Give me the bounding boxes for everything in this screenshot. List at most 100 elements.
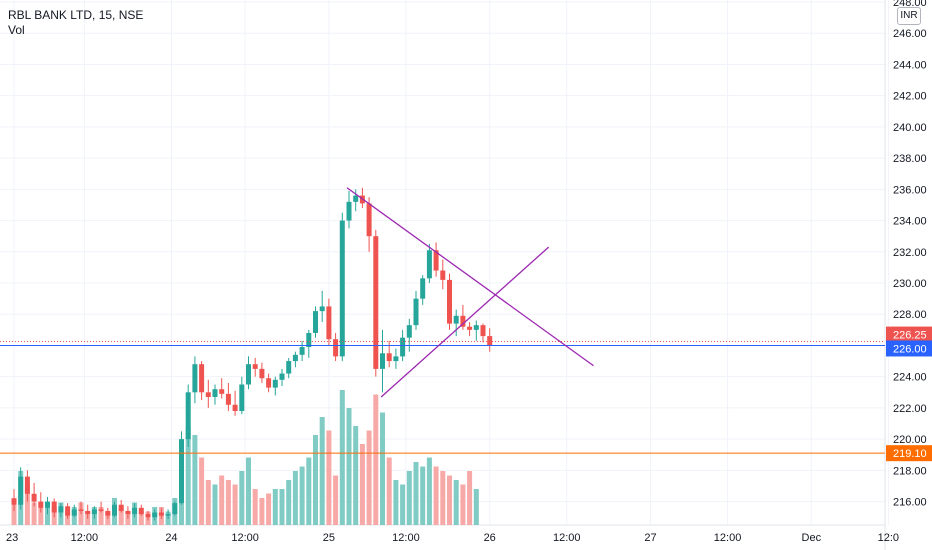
candle-body <box>18 476 24 505</box>
time-axis[interactable]: 23 12:00 24 12:00 25 12:00 26 12:00 27 12:00 Dec 12… <box>6 532 899 544</box>
volume-bar <box>426 457 432 525</box>
volume-bar <box>272 489 278 525</box>
candle-body <box>246 364 251 385</box>
candle-body <box>266 378 272 388</box>
x-tick-label: 12:00 <box>231 532 259 544</box>
y-tick-label: 222.00 <box>893 403 927 415</box>
candle-body <box>239 384 245 412</box>
x-tick-label: 24 <box>165 532 177 544</box>
candle-body <box>386 353 392 362</box>
volume-bar <box>239 471 245 525</box>
candle-body <box>45 501 50 508</box>
volume-bar <box>232 484 238 525</box>
price-lines <box>0 341 885 454</box>
candle-body <box>299 347 305 355</box>
price-badge-label: 219.10 <box>893 448 927 460</box>
volume-bar <box>38 507 44 525</box>
volume-bar <box>413 462 419 525</box>
candle-body <box>440 270 446 280</box>
candle-body <box>78 509 84 511</box>
volume-bar <box>380 412 385 525</box>
candle-body <box>279 373 285 380</box>
candle-body <box>453 315 459 324</box>
y-tick-label: 238.00 <box>893 153 927 165</box>
candle-body <box>138 507 144 515</box>
x-tick-label: 26 <box>484 532 496 544</box>
candle-body <box>219 389 225 394</box>
candle-body <box>487 336 493 346</box>
candle-body <box>24 476 30 494</box>
volume-label: Vol <box>8 23 25 37</box>
candle-body <box>413 298 419 326</box>
candle-body <box>346 201 352 221</box>
candle-body <box>467 326 473 330</box>
candle-body <box>380 353 385 369</box>
candle-body <box>473 325 479 330</box>
volume-bar <box>433 466 439 525</box>
currency-button[interactable]: INR <box>897 7 921 25</box>
y-tick-label: 232.00 <box>893 247 927 259</box>
y-tick-label: 234.00 <box>893 216 927 228</box>
price-badge-label: 226.25 <box>893 330 927 342</box>
candle-body <box>480 325 486 337</box>
y-tick-label: 248.00 <box>893 0 927 9</box>
volume-bar <box>460 484 466 525</box>
volume-bar <box>11 498 17 525</box>
volume-bar <box>279 489 285 525</box>
price-axis[interactable]: 248.00 246.00 244.00 242.00 240.00 238.00 236.… <box>893 0 927 509</box>
volume-bar <box>313 435 318 525</box>
y-tick-label: 244.00 <box>893 59 927 71</box>
volume-bar <box>205 480 211 525</box>
y-tick-label: 216.00 <box>893 497 927 509</box>
candles <box>11 187 493 521</box>
volume-bar <box>225 480 231 525</box>
trendlines[interactable] <box>346 187 594 398</box>
candle-body <box>91 509 97 515</box>
candle-body <box>11 498 17 505</box>
volume-bar <box>292 471 298 525</box>
y-tick-label: 218.00 <box>893 465 927 477</box>
volume-bar <box>252 489 258 525</box>
candle-body <box>313 311 318 333</box>
candle-body <box>406 325 412 338</box>
x-tick-label: Dec <box>802 532 822 544</box>
candle-body <box>373 236 379 369</box>
y-tick-label: 236.00 <box>893 184 927 196</box>
candle-body <box>306 332 312 348</box>
candle-body <box>165 514 171 516</box>
candle-body <box>447 279 452 324</box>
volume-bar <box>306 457 312 525</box>
volume-bar <box>353 426 359 525</box>
candle-body <box>185 392 191 440</box>
volume-bar <box>266 493 272 525</box>
candle-body <box>98 509 104 511</box>
y-tick-label: 224.00 <box>893 372 927 384</box>
volume-bar <box>366 430 372 525</box>
x-tick-label: 12:00 <box>71 532 99 544</box>
candle-body <box>105 510 111 516</box>
candle-body <box>326 306 332 340</box>
volume-bar <box>406 471 412 525</box>
candle-body <box>65 506 71 516</box>
volume-bar <box>192 435 198 525</box>
candle-body <box>393 356 399 362</box>
volume-bar <box>31 502 37 525</box>
candle-body <box>272 379 278 388</box>
volume-bar <box>467 471 473 525</box>
symbol-title[interactable]: RBL BANK LTD, 15, NSE <box>8 8 144 22</box>
candle-body <box>259 368 265 379</box>
volume-bar <box>299 466 305 525</box>
volume-bar <box>339 390 345 525</box>
price-badge <box>886 326 932 343</box>
volume-bar <box>185 426 191 525</box>
candle-body <box>179 439 184 504</box>
volume-bar <box>333 475 339 525</box>
candle-body <box>292 354 298 362</box>
candle-body <box>145 514 151 518</box>
y-tick-label: 228.00 <box>893 309 927 321</box>
volume-bar <box>219 475 225 525</box>
candle-body <box>319 306 325 312</box>
candle-body <box>125 510 131 515</box>
